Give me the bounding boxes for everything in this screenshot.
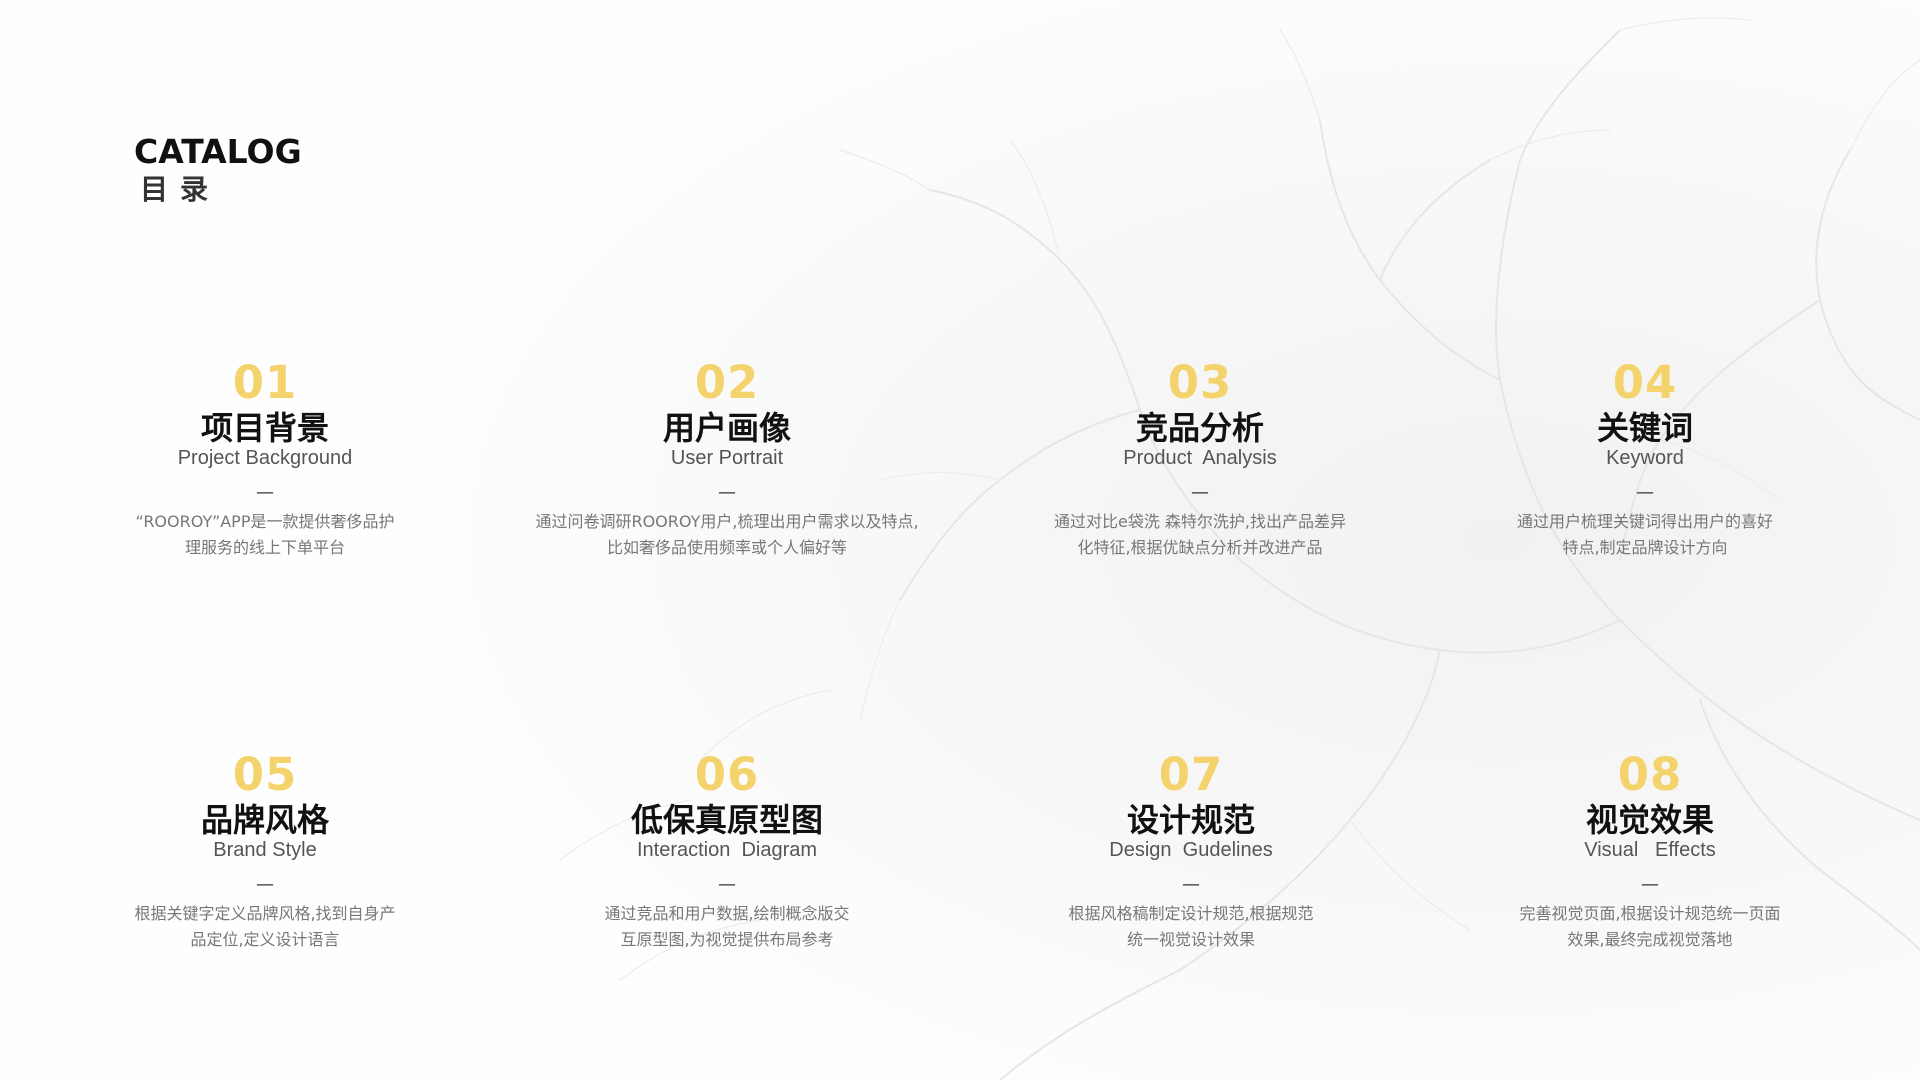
item-dash: — (1636, 482, 1654, 503)
item-subtitle: Project Background (177, 447, 353, 469)
item-description-line: 比如奢侈品使用频率或个人偏好等 (606, 538, 847, 557)
item-number: 01 (232, 356, 298, 409)
catalog-item-01: 01 项目背景 Project Background — “ROOROY”APP… (5, 359, 525, 561)
item-description: 根据风格稿制定设计规范,根据规范 统一视觉设计效果 (931, 901, 1451, 953)
item-dash: — (1641, 874, 1659, 895)
item-number: 02 (694, 356, 760, 409)
item-description-line: 特点,制定品牌设计方向 (1562, 538, 1728, 557)
catalog-header: CATALOG 目录 (134, 132, 302, 208)
catalog-item-08: 08 视觉效果 Visual Effects — 完善视觉页面,根据设计规范统一… (1390, 751, 1910, 953)
catalog-item-03: 03 竞品分析 Product Analysis — 通过对比e袋洗 森特尔洗护… (940, 359, 1460, 561)
item-description-line: 根据风格稿制定设计规范,根据规范 (1068, 904, 1314, 923)
item-subtitle: Visual Effects (1584, 839, 1716, 861)
item-dash: — (718, 482, 736, 503)
item-number: 07 (1158, 748, 1224, 801)
item-dash: — (718, 874, 736, 895)
item-title: 品牌风格 (200, 801, 329, 839)
item-description-line: 通过问卷调研ROOROY用户,梳理出用户需求以及特点, (535, 512, 919, 531)
item-description: 通过对比e袋洗 森特尔洗护,找出产品差异 化特征,根据优缺点分析并改进产品 (940, 509, 1460, 561)
item-title: 项目背景 (200, 409, 329, 447)
item-description-line: 品定位,定义设计语言 (190, 930, 340, 949)
item-description-line: “ROOROY”APP是一款提供奢侈品护 (135, 512, 395, 531)
item-description: 完善视觉页面,根据设计规范统一页面 效果,最终完成视觉落地 (1390, 901, 1910, 953)
item-description-line: 效果,最终完成视觉落地 (1567, 930, 1733, 949)
item-dash: — (256, 482, 274, 503)
item-subtitle: Product Analysis (1123, 447, 1277, 469)
item-dash: — (256, 874, 274, 895)
catalog-item-07: 07 设计规范 Design Gudelines — 根据风格稿制定设计规范,根… (931, 751, 1451, 953)
item-number: 05 (232, 748, 298, 801)
item-description-line: 化特征,根据优缺点分析并改进产品 (1077, 538, 1323, 557)
item-dash: — (1191, 482, 1209, 503)
item-subtitle: Brand Style (213, 839, 317, 861)
item-description: 根据关键字定义品牌风格,找到自身产 品定位,定义设计语言 (5, 901, 525, 953)
catalog-item-06: 06 低保真原型图 Interaction Diagram — 通过竞品和用户数… (467, 751, 987, 953)
item-description-line: 统一视觉设计效果 (1126, 930, 1255, 949)
item-dash: — (1182, 874, 1200, 895)
item-description-line: 通过用户梳理关键词得出用户的喜好 (1516, 512, 1773, 531)
item-number: 06 (694, 748, 760, 801)
item-description-line: 通过对比e袋洗 森特尔洗护,找出产品差异 (1053, 512, 1347, 531)
item-title: 低保真原型图 (630, 801, 823, 839)
item-number: 08 (1617, 748, 1683, 801)
catalog-title-zh: 目录 (140, 173, 221, 206)
item-title: 用户画像 (662, 409, 791, 447)
item-title: 视觉效果 (1585, 801, 1714, 839)
catalog-item-04: 04 关键词 Keyword — 通过用户梳理关键词得出用户的喜好 特点,制定品… (1385, 359, 1905, 561)
item-description: “ROOROY”APP是一款提供奢侈品护 理服务的线上下单平台 (5, 509, 525, 561)
item-description-line: 理服务的线上下单平台 (184, 538, 345, 557)
item-subtitle: Interaction Diagram (636, 839, 818, 861)
item-description: 通过竞品和用户数据,绘制概念版交 互原型图,为视觉提供布局参考 (467, 901, 987, 953)
item-description-line: 根据关键字定义品牌风格,找到自身产 (134, 904, 396, 923)
item-subtitle: Keyword (1606, 447, 1684, 469)
item-title: 竞品分析 (1135, 409, 1264, 447)
item-description-line: 互原型图,为视觉提供布局参考 (620, 930, 834, 949)
item-description: 通过用户梳理关键词得出用户的喜好 特点,制定品牌设计方向 (1385, 509, 1905, 561)
item-subtitle: User Portrait (670, 447, 784, 469)
catalog-item-02: 02 用户画像 User Portrait — 通过问卷调研ROOROY用户,梳… (467, 359, 987, 561)
item-title: 设计规范 (1126, 801, 1255, 839)
item-description-line: 完善视觉页面,根据设计规范统一页面 (1519, 904, 1781, 923)
item-subtitle: Design Gudelines (1109, 839, 1273, 861)
item-number: 04 (1612, 356, 1678, 409)
item-number: 03 (1167, 356, 1233, 409)
item-description: 通过问卷调研ROOROY用户,梳理出用户需求以及特点, 比如奢侈品使用频率或个人… (467, 509, 987, 561)
item-title: 关键词 (1596, 409, 1693, 447)
item-description-line: 通过竞品和用户数据,绘制概念版交 (604, 904, 850, 923)
catalog-item-05: 05 品牌风格 Brand Style — 根据关键字定义品牌风格,找到自身产 … (5, 751, 525, 953)
catalog-title-en: CATALOG (134, 132, 302, 171)
